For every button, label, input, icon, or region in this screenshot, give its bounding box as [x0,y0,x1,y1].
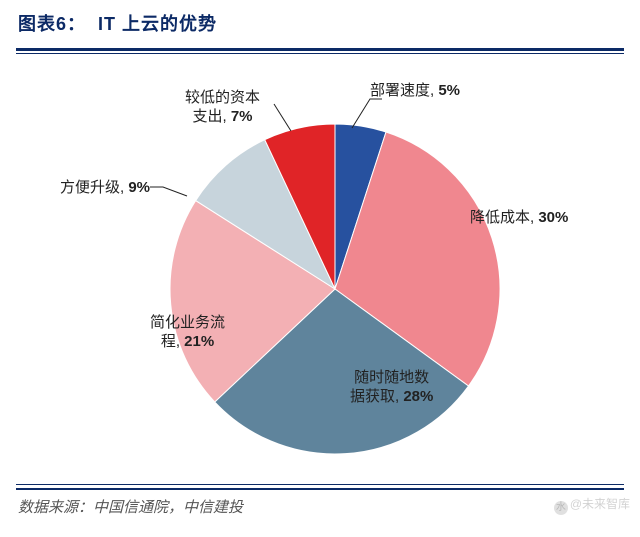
pie-chart: 部署速度, 5% 降低成本, 30% 随时随地数 据获取, 28% 简化业务流 程, … [0,54,640,484]
chart-title: 图表6： IT 上云的优势 [18,14,217,34]
header-rule-thick [16,48,624,51]
watermark-icon: 水 [554,501,568,515]
slice-label-easy_upgrade: 方便升级, 9% [60,179,150,198]
leader-line [352,99,382,128]
pie-svg [0,54,640,484]
footer-rule-thin [16,484,624,485]
data-source: 数据来源：中国信通院，中信建投 [0,496,640,517]
slice-label-cost_reduction: 降低成本, 30% [470,209,568,228]
chart-header: 图表6： IT 上云的优势 [0,0,640,42]
leader-line [274,104,291,131]
slice-label-simplify_flow: 简化业务流 程, 21% [150,314,225,352]
watermark: 水@未来智库 [554,495,630,515]
slice-label-low_capex: 较低的资本 支出, 7% [185,89,260,127]
footer-rule-thick [16,488,624,490]
title-text: IT 上云的优势 [98,14,217,34]
leader-line [150,187,187,196]
title-prefix: 图表6： [18,14,86,34]
watermark-text: @未来智库 [570,497,630,511]
slice-label-anywhere_data: 随时随地数 据获取, 28% [350,369,433,407]
slice-label-deploy_speed: 部署速度, 5% [370,82,460,101]
